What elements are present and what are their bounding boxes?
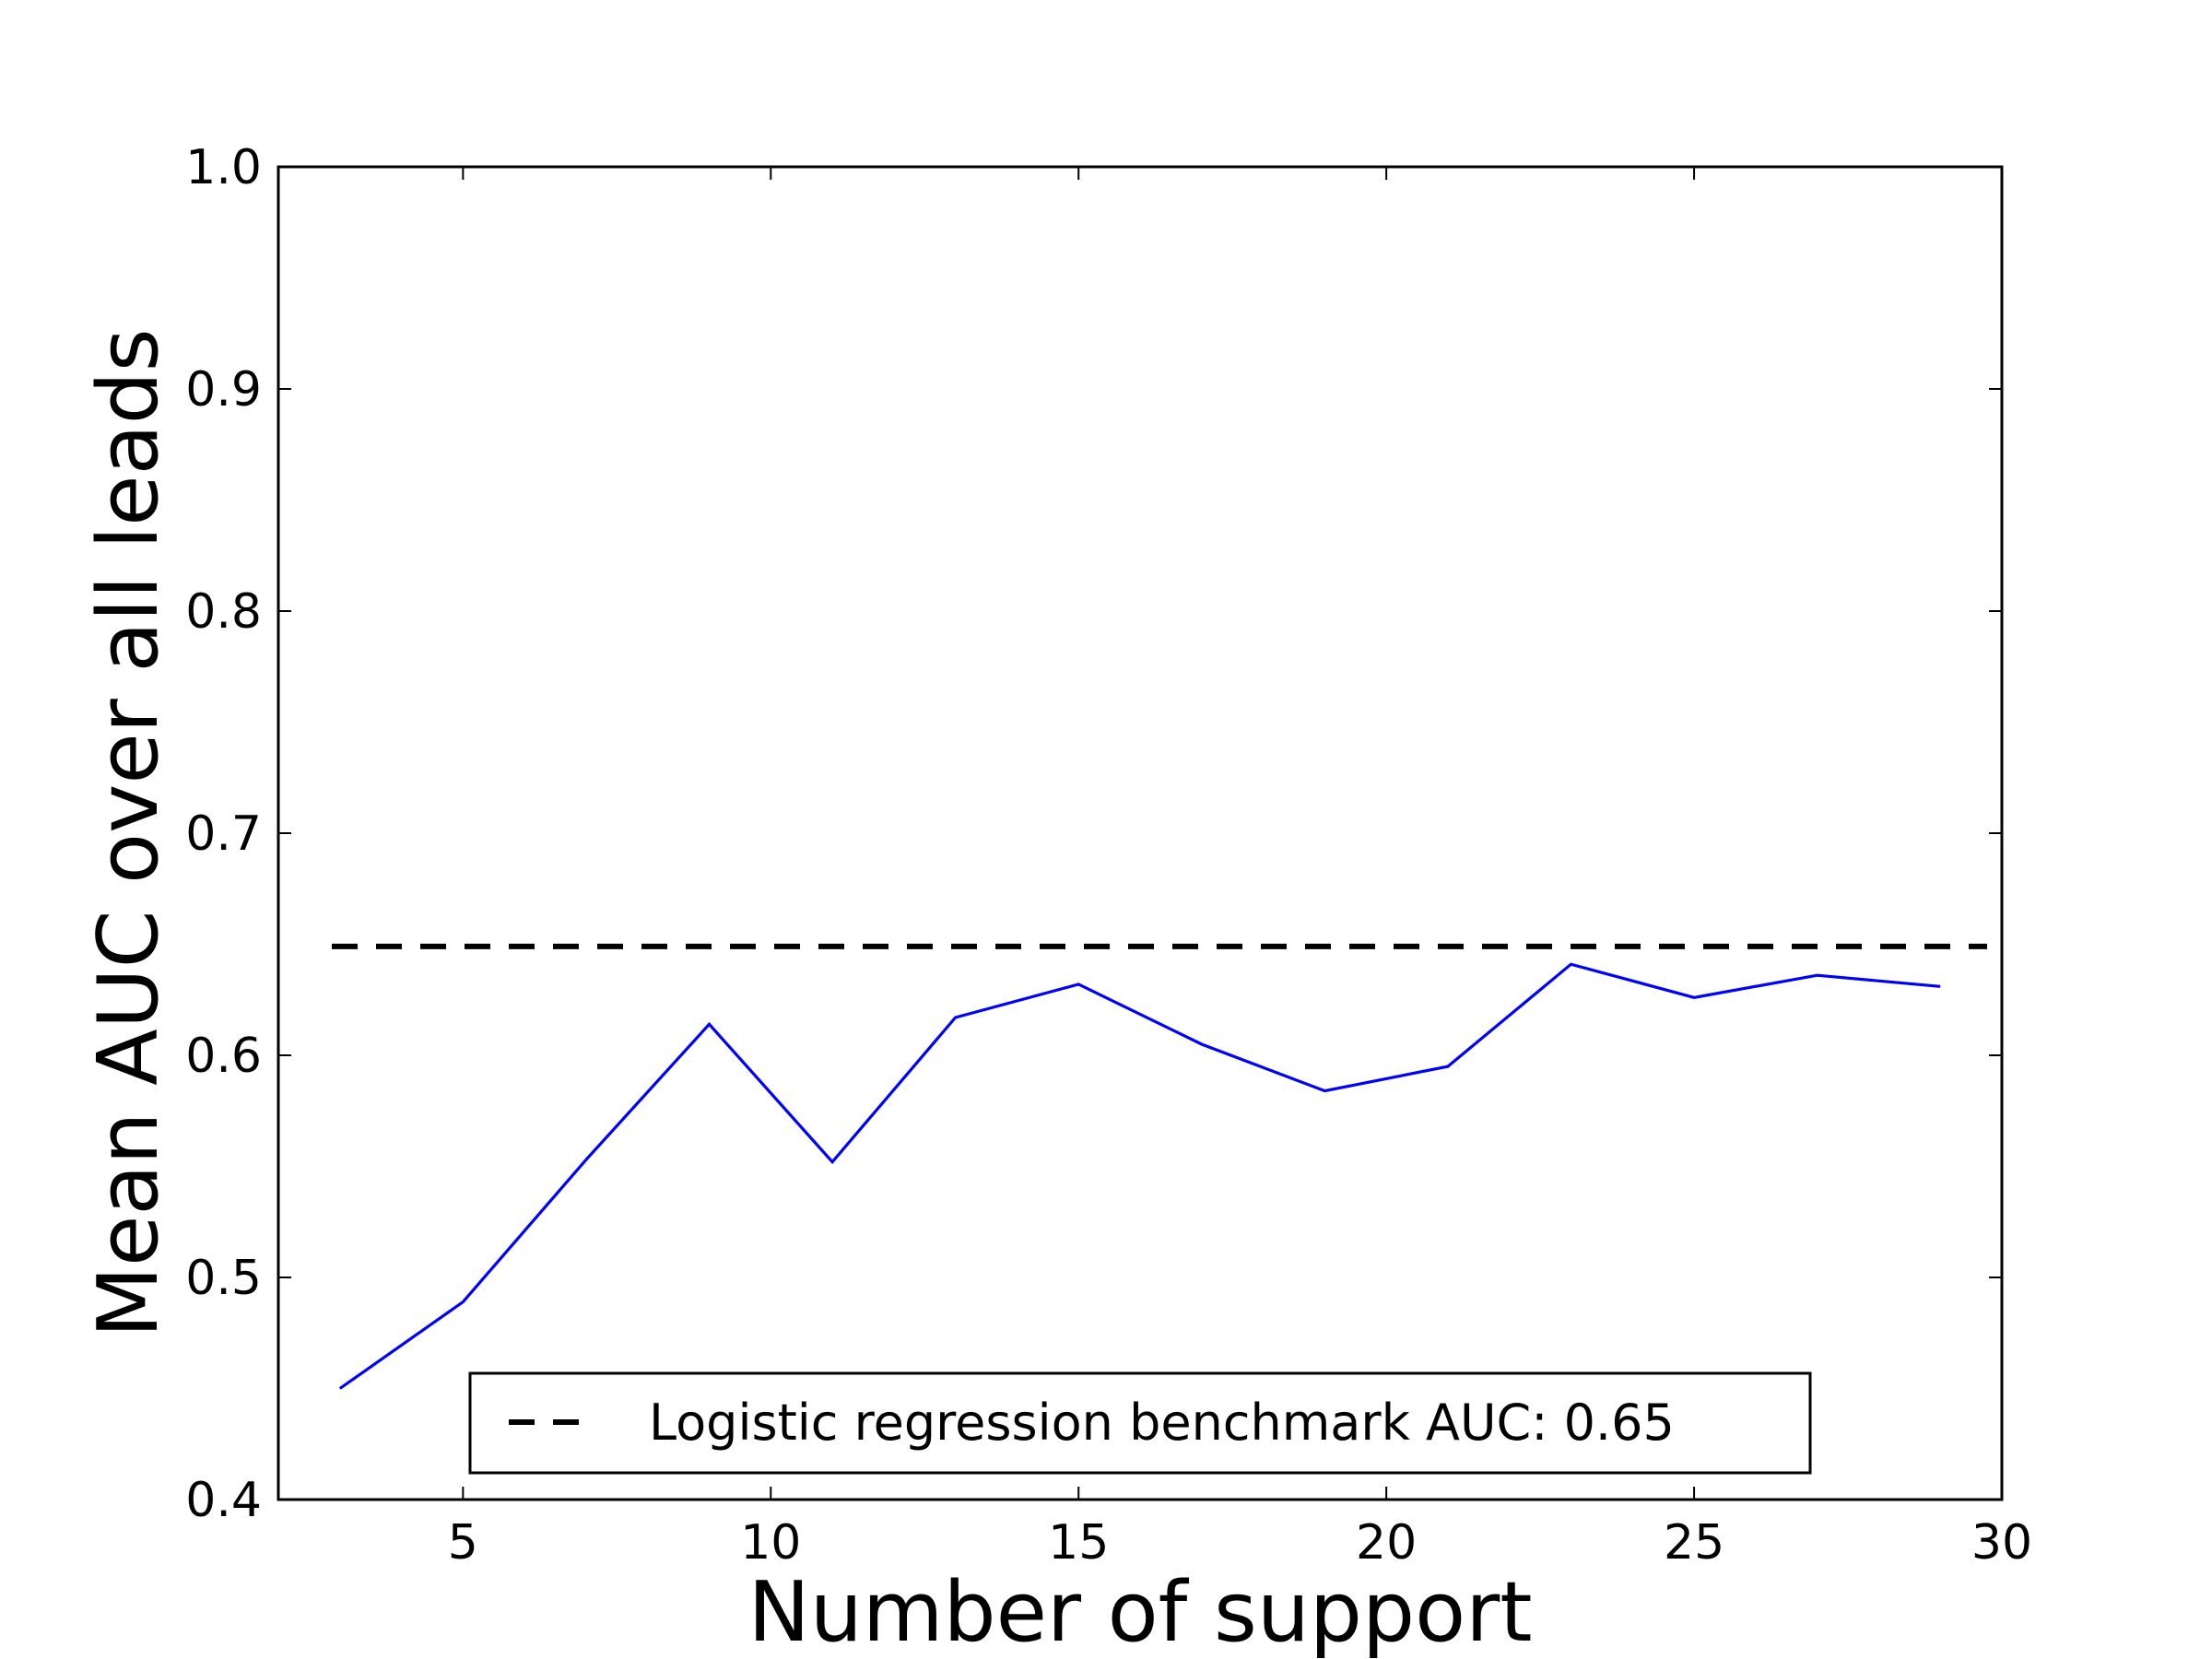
y-axis-label: Mean AUC over all leads	[80, 328, 177, 1337]
x-tick-label: 10	[740, 1515, 801, 1571]
legend: Logistic regression benchmark AUC: 0.65	[468, 1371, 1812, 1475]
y-tick-label: 0.8	[185, 584, 262, 640]
y-tick-label: 0.6	[185, 1029, 262, 1084]
y-tick-label: 0.5	[185, 1251, 262, 1306]
y-tick-label: 0.4	[185, 1473, 262, 1528]
series-line	[338, 962, 1941, 1390]
x-tick-label: 5	[448, 1515, 478, 1571]
y-tick-label: 0.9	[185, 362, 262, 418]
x-tick-label: 15	[1048, 1515, 1109, 1571]
axis-ticks: 5 10 15 20 25 30 0.4 0.5 0.6 0.7 0.8 0.9 1.0	[185, 140, 2032, 1571]
legend-entry-label: Logistic regression benchmark AUC: 0.65	[649, 1394, 1675, 1452]
x-tick-label: 25	[1664, 1515, 1724, 1571]
x-tick-label: 20	[1356, 1515, 1417, 1571]
legend-box	[468, 1371, 1812, 1475]
y-tick-label: 0.7	[185, 806, 262, 862]
x-axis-label: Number of support	[747, 1564, 1532, 1659]
y-tick-label: 1.0	[185, 140, 262, 195]
plot-area	[332, 943, 1987, 1390]
x-tick-label: 30	[1971, 1515, 2032, 1571]
